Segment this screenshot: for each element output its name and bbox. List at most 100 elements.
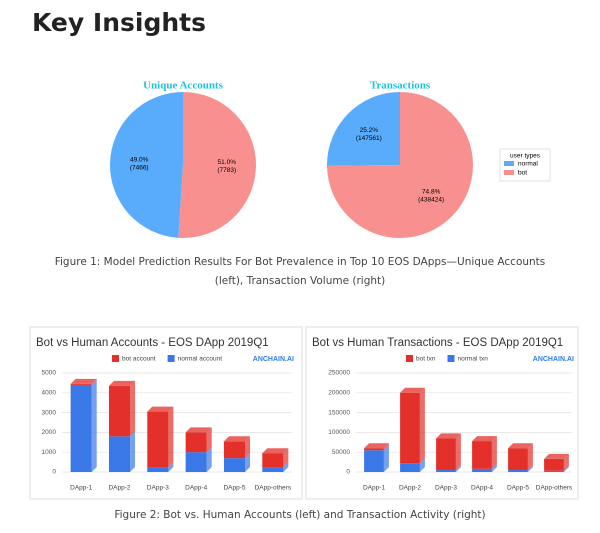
bar-top: [436, 433, 461, 439]
legend-swatch: [406, 355, 413, 362]
bar-side: [91, 379, 97, 472]
brand-logo: ANCHAIN.AI: [533, 356, 574, 363]
bar-top: [223, 436, 251, 442]
bar-side: [455, 433, 461, 471]
y-tick-label: 250000: [328, 370, 350, 377]
bar-segment: [364, 448, 384, 451]
bar-top: [147, 406, 174, 412]
bar-side: [563, 465, 569, 472]
legend-swatch: [447, 355, 455, 362]
x-tick-label: DApp-others: [536, 485, 573, 492]
bar-segment: [544, 458, 564, 471]
bar-segment: [185, 452, 207, 472]
bar-segment: [185, 432, 207, 453]
pie-slice: [109, 92, 183, 238]
slice-label: 25.2%: [360, 127, 379, 134]
bar-side: [383, 443, 389, 451]
bar-segment: [147, 467, 169, 472]
bar-top: [262, 448, 289, 454]
bar-side: [527, 443, 533, 471]
bar-segment: [544, 470, 564, 472]
pie-title: Unique Accounts: [143, 80, 223, 92]
y-tick-label: 2000: [42, 429, 57, 436]
heading: Key Insights: [32, 8, 206, 37]
bar-segment: [472, 441, 492, 469]
bar-side: [563, 453, 569, 471]
x-tick-label: DApp-4: [471, 485, 493, 492]
bar-segment: [223, 458, 246, 472]
y-tick-label: 1000: [42, 449, 57, 456]
bar-side: [283, 462, 289, 472]
bar-segment: [147, 411, 169, 468]
chart-title: Bot vs Human Accounts - EOS DApp 2019Q1: [36, 337, 269, 349]
bar-side: [491, 463, 497, 472]
bar-segment: [223, 441, 246, 459]
bar-segment: [70, 384, 92, 472]
slice-count: (7783): [217, 167, 236, 174]
bar-side: [527, 465, 533, 472]
figure-caption: Figure 1: Model Prediction Results For B…: [54, 256, 546, 287]
y-tick-label: 100000: [328, 429, 350, 436]
legend-swatch: [112, 355, 119, 362]
legend-title: user types: [510, 153, 541, 160]
bar-segment: [508, 470, 528, 472]
x-tick-label: DApp-5: [507, 485, 529, 492]
bar-side: [206, 427, 212, 453]
bar-side: [419, 458, 425, 472]
bar-segment: [262, 467, 284, 472]
bar-segment: [70, 383, 92, 385]
figure-caption: Figure 2: Bot vs. Human Accounts (left) …: [114, 509, 486, 521]
bar-top: [508, 443, 533, 449]
legend-label: bot: [518, 170, 527, 177]
bar-segment: [262, 453, 284, 468]
bar-top: [472, 436, 497, 442]
x-tick-label: DApp-others: [255, 485, 292, 492]
bar-side: [245, 453, 251, 472]
bar-segment: [508, 448, 528, 471]
bar-side: [168, 462, 174, 472]
bar-side: [455, 465, 461, 472]
slice-count: (438424): [418, 196, 444, 203]
bar-side: [206, 447, 212, 472]
bar-top: [185, 427, 212, 433]
legend-label: normal account: [178, 356, 223, 363]
legend-label: bot account: [122, 356, 156, 363]
bar-segment: [436, 470, 456, 472]
slice-count: (147561): [356, 135, 382, 142]
x-tick-label: DApp-2: [399, 485, 421, 492]
bar-segment: [436, 438, 456, 471]
bar-top: [544, 453, 569, 459]
pie-slice: [327, 91, 400, 166]
x-tick-label: DApp-2: [108, 485, 130, 492]
bar-side: [383, 445, 389, 472]
legend-swatch: [504, 170, 514, 175]
brand-logo: ANCHAIN.AI: [253, 356, 294, 363]
bar-top: [400, 387, 425, 393]
bar-side: [491, 436, 497, 469]
y-tick-label: 0: [346, 469, 350, 476]
bar-side: [283, 448, 289, 468]
pie-slice: [178, 92, 256, 238]
y-tick-label: 0: [52, 469, 56, 476]
bar-segment: [108, 436, 131, 472]
x-tick-label: DApp-1: [363, 485, 385, 492]
chart-title: Bot vs Human Transactions - EOS DApp 201…: [312, 337, 563, 349]
bar-side: [245, 436, 251, 459]
legend-swatch: [167, 355, 175, 362]
bar-top: [70, 378, 97, 384]
x-tick-label: DApp-4: [185, 485, 207, 492]
legend-label: bot txn: [416, 356, 436, 363]
bar-segment: [400, 392, 420, 464]
legend-label: normal: [518, 161, 538, 168]
y-tick-label: 200000: [328, 390, 350, 397]
bar-side: [419, 387, 425, 464]
slice-label: 49.0%: [130, 156, 149, 163]
slice-label: 74.8%: [422, 188, 441, 195]
bar-side: [130, 431, 136, 472]
legend-label: normal txn: [458, 356, 489, 363]
x-tick-label: DApp-5: [223, 485, 245, 492]
y-tick-label: 4000: [42, 390, 57, 397]
legend-swatch: [504, 161, 514, 166]
